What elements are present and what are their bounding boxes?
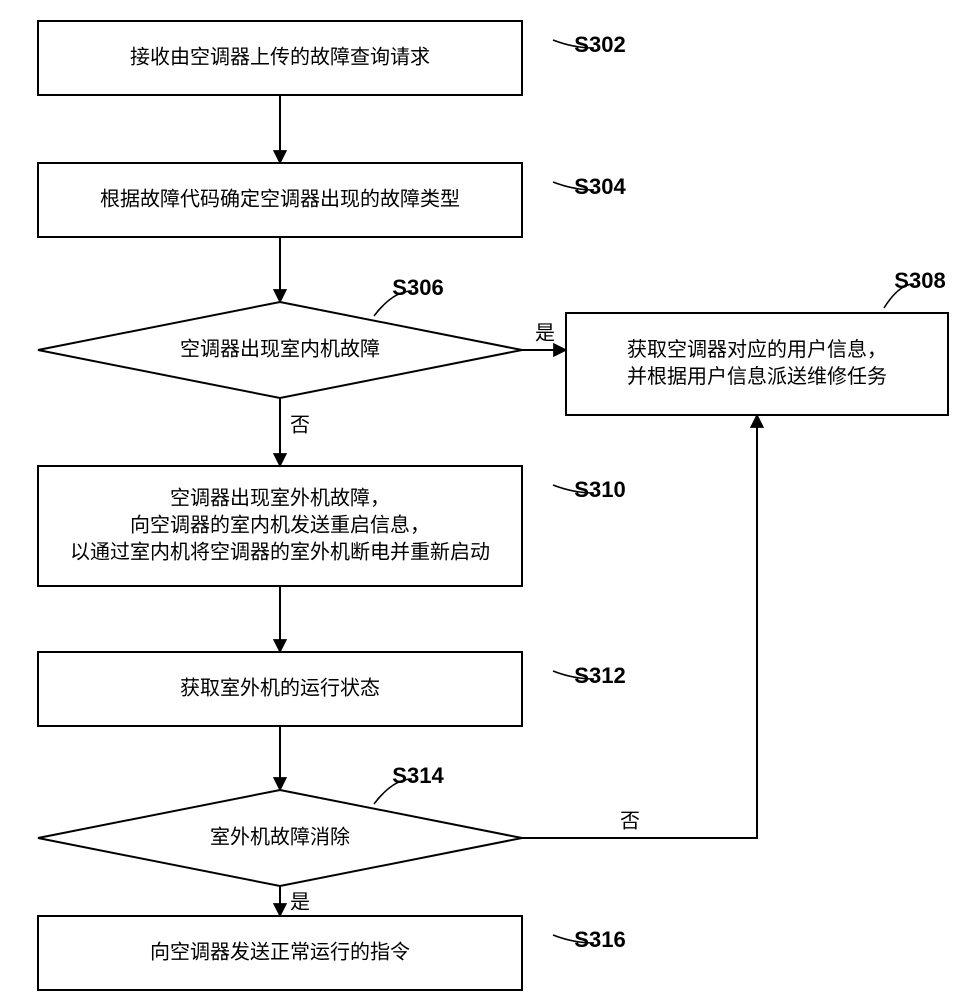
label-s308: S308 — [894, 268, 945, 293]
node-s312-text-0: 获取室外机的运行状态 — [180, 676, 380, 699]
node-s314-text-0: 室外机故障消除 — [210, 825, 350, 848]
node-s304-text-0: 根据故障代码确定空调器出现的故障类型 — [100, 187, 460, 210]
label-s316: S316 — [574, 927, 625, 952]
edge-2-label: 是 — [535, 322, 555, 344]
label-s302: S302 — [574, 32, 625, 57]
label-s310: S310 — [574, 477, 625, 502]
node-s310-text-0: 空调器出现室外机故障， — [170, 486, 390, 509]
edge-6-label: 否 — [620, 810, 640, 832]
edge-6 — [522, 415, 757, 838]
label-s304: S304 — [574, 174, 626, 199]
node-s308 — [566, 313, 948, 415]
flowchart-canvas: 接收由空调器上传的故障查询请求 S302 根据故障代码确定空调器出现的故障类型 S30… — [0, 0, 976, 1000]
node-s306-text-0: 空调器出现室内机故障 — [180, 337, 380, 360]
node-s308-text-0: 获取空调器对应的用户信息， — [627, 338, 887, 361]
node-s310-text-2: 以通过室内机将空调器的室外机断电并重新启动 — [70, 540, 490, 563]
node-s308-text-1: 并根据用户信息派送维修任务 — [627, 365, 887, 388]
label-s306: S306 — [392, 275, 443, 300]
node-s302-text-0: 接收由空调器上传的故障查询请求 — [130, 45, 430, 68]
node-s310-text-1: 向空调器的室内机发送重启信息， — [130, 513, 430, 536]
edge-3-label: 否 — [290, 414, 310, 436]
label-s312: S312 — [574, 663, 625, 688]
label-s314: S314 — [392, 763, 444, 788]
node-s316-text-0: 向空调器发送正常运行的指令 — [150, 940, 410, 963]
edge-7-label: 是 — [290, 891, 310, 913]
